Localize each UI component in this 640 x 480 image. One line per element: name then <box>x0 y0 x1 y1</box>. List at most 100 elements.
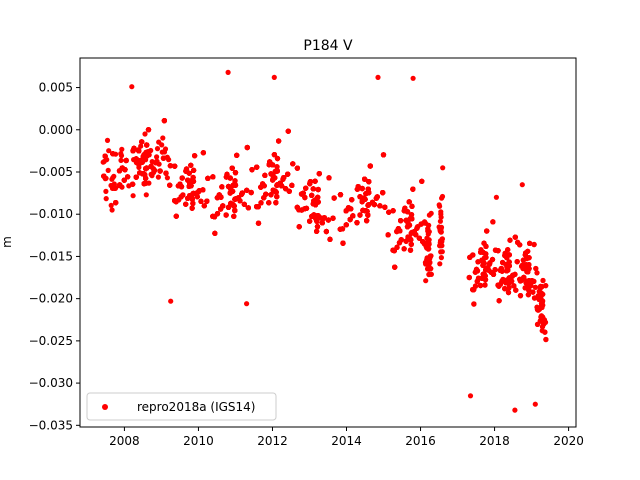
data-point <box>286 188 292 194</box>
data-point <box>541 317 547 323</box>
data-point <box>477 282 484 289</box>
data-point <box>409 229 415 236</box>
data-point <box>360 195 366 201</box>
data-point <box>190 178 197 184</box>
data-point <box>266 200 272 206</box>
data-point <box>276 138 282 144</box>
data-point <box>303 185 309 191</box>
data-point <box>500 259 506 266</box>
data-point <box>377 203 383 209</box>
x-tick-label: 2008 <box>109 434 140 448</box>
data-point <box>540 277 546 284</box>
data-point <box>210 174 216 180</box>
data-point <box>232 196 238 202</box>
data-point <box>225 204 232 210</box>
data-point <box>102 153 108 159</box>
data-point <box>189 196 195 202</box>
x-tick-label: 2016 <box>405 434 436 448</box>
data-point <box>110 151 116 157</box>
data-point <box>325 217 331 223</box>
data-point <box>143 192 149 198</box>
data-point <box>439 239 445 245</box>
legend: repro2018a (IGS14) <box>86 392 277 421</box>
data-point <box>315 186 321 193</box>
data-point <box>262 172 268 178</box>
data-point <box>517 293 524 299</box>
data-point <box>271 74 277 80</box>
data-point <box>337 226 343 232</box>
data-point <box>386 209 392 215</box>
data-point <box>489 256 496 263</box>
data-point <box>116 168 123 174</box>
data-point <box>403 238 409 244</box>
data-point <box>359 185 365 192</box>
data-point <box>496 283 502 289</box>
data-point <box>294 165 300 171</box>
data-point <box>505 247 511 253</box>
data-point <box>118 157 124 163</box>
data-point <box>439 243 445 249</box>
data-point <box>470 287 476 293</box>
data-point <box>512 407 518 413</box>
data-point <box>543 336 549 343</box>
y-tick-label: 0.000 <box>39 123 73 137</box>
data-point <box>517 242 523 248</box>
axes: 2008 2010 2012 2014 2016 2018 2020 0.005 0.000 −0… <box>29 81 584 448</box>
data-point <box>355 184 361 190</box>
data-point <box>398 218 404 224</box>
data-point <box>194 194 200 200</box>
data-point <box>514 259 520 265</box>
data-point <box>486 261 493 267</box>
data-point <box>426 246 432 252</box>
data-point <box>187 193 193 199</box>
x-tick-label: 2010 <box>183 434 214 448</box>
data-point <box>382 204 388 210</box>
data-point <box>520 257 527 263</box>
data-point <box>362 176 368 182</box>
data-point <box>146 180 152 186</box>
data-point <box>438 229 444 235</box>
data-point <box>524 266 530 272</box>
data-point <box>270 187 276 193</box>
data-point <box>540 291 546 297</box>
data-point <box>254 204 260 210</box>
data-point <box>327 236 333 242</box>
data-point <box>407 247 414 253</box>
data-point <box>125 174 131 180</box>
data-point <box>474 278 480 284</box>
data-point <box>426 222 432 228</box>
data-point <box>438 209 444 215</box>
data-point <box>482 272 488 278</box>
data-point <box>340 240 346 246</box>
data-point <box>410 186 416 192</box>
data-point <box>425 239 431 245</box>
data-point <box>505 289 512 296</box>
data-point <box>150 166 156 172</box>
x-tick-label: 2018 <box>479 434 510 448</box>
data-point <box>255 220 262 226</box>
data-point <box>380 190 386 196</box>
data-point <box>367 163 373 169</box>
chart-title: P184 V <box>303 38 353 54</box>
data-point <box>532 284 539 290</box>
data-point <box>224 171 230 177</box>
data-point <box>483 243 489 249</box>
data-point <box>164 175 170 181</box>
data-point <box>408 241 414 247</box>
data-point <box>160 155 167 161</box>
data-point <box>218 206 224 212</box>
data-point <box>231 213 237 219</box>
data-point <box>401 246 407 252</box>
data-point <box>301 206 308 212</box>
data-point <box>533 265 539 272</box>
data-point <box>323 228 329 235</box>
data-point <box>285 128 291 134</box>
data-point <box>511 283 517 289</box>
data-point <box>248 189 254 196</box>
data-point <box>214 195 220 201</box>
data-point <box>103 196 109 202</box>
data-point <box>343 208 349 214</box>
data-point <box>225 69 231 75</box>
data-point <box>237 198 243 204</box>
data-point <box>274 155 281 162</box>
